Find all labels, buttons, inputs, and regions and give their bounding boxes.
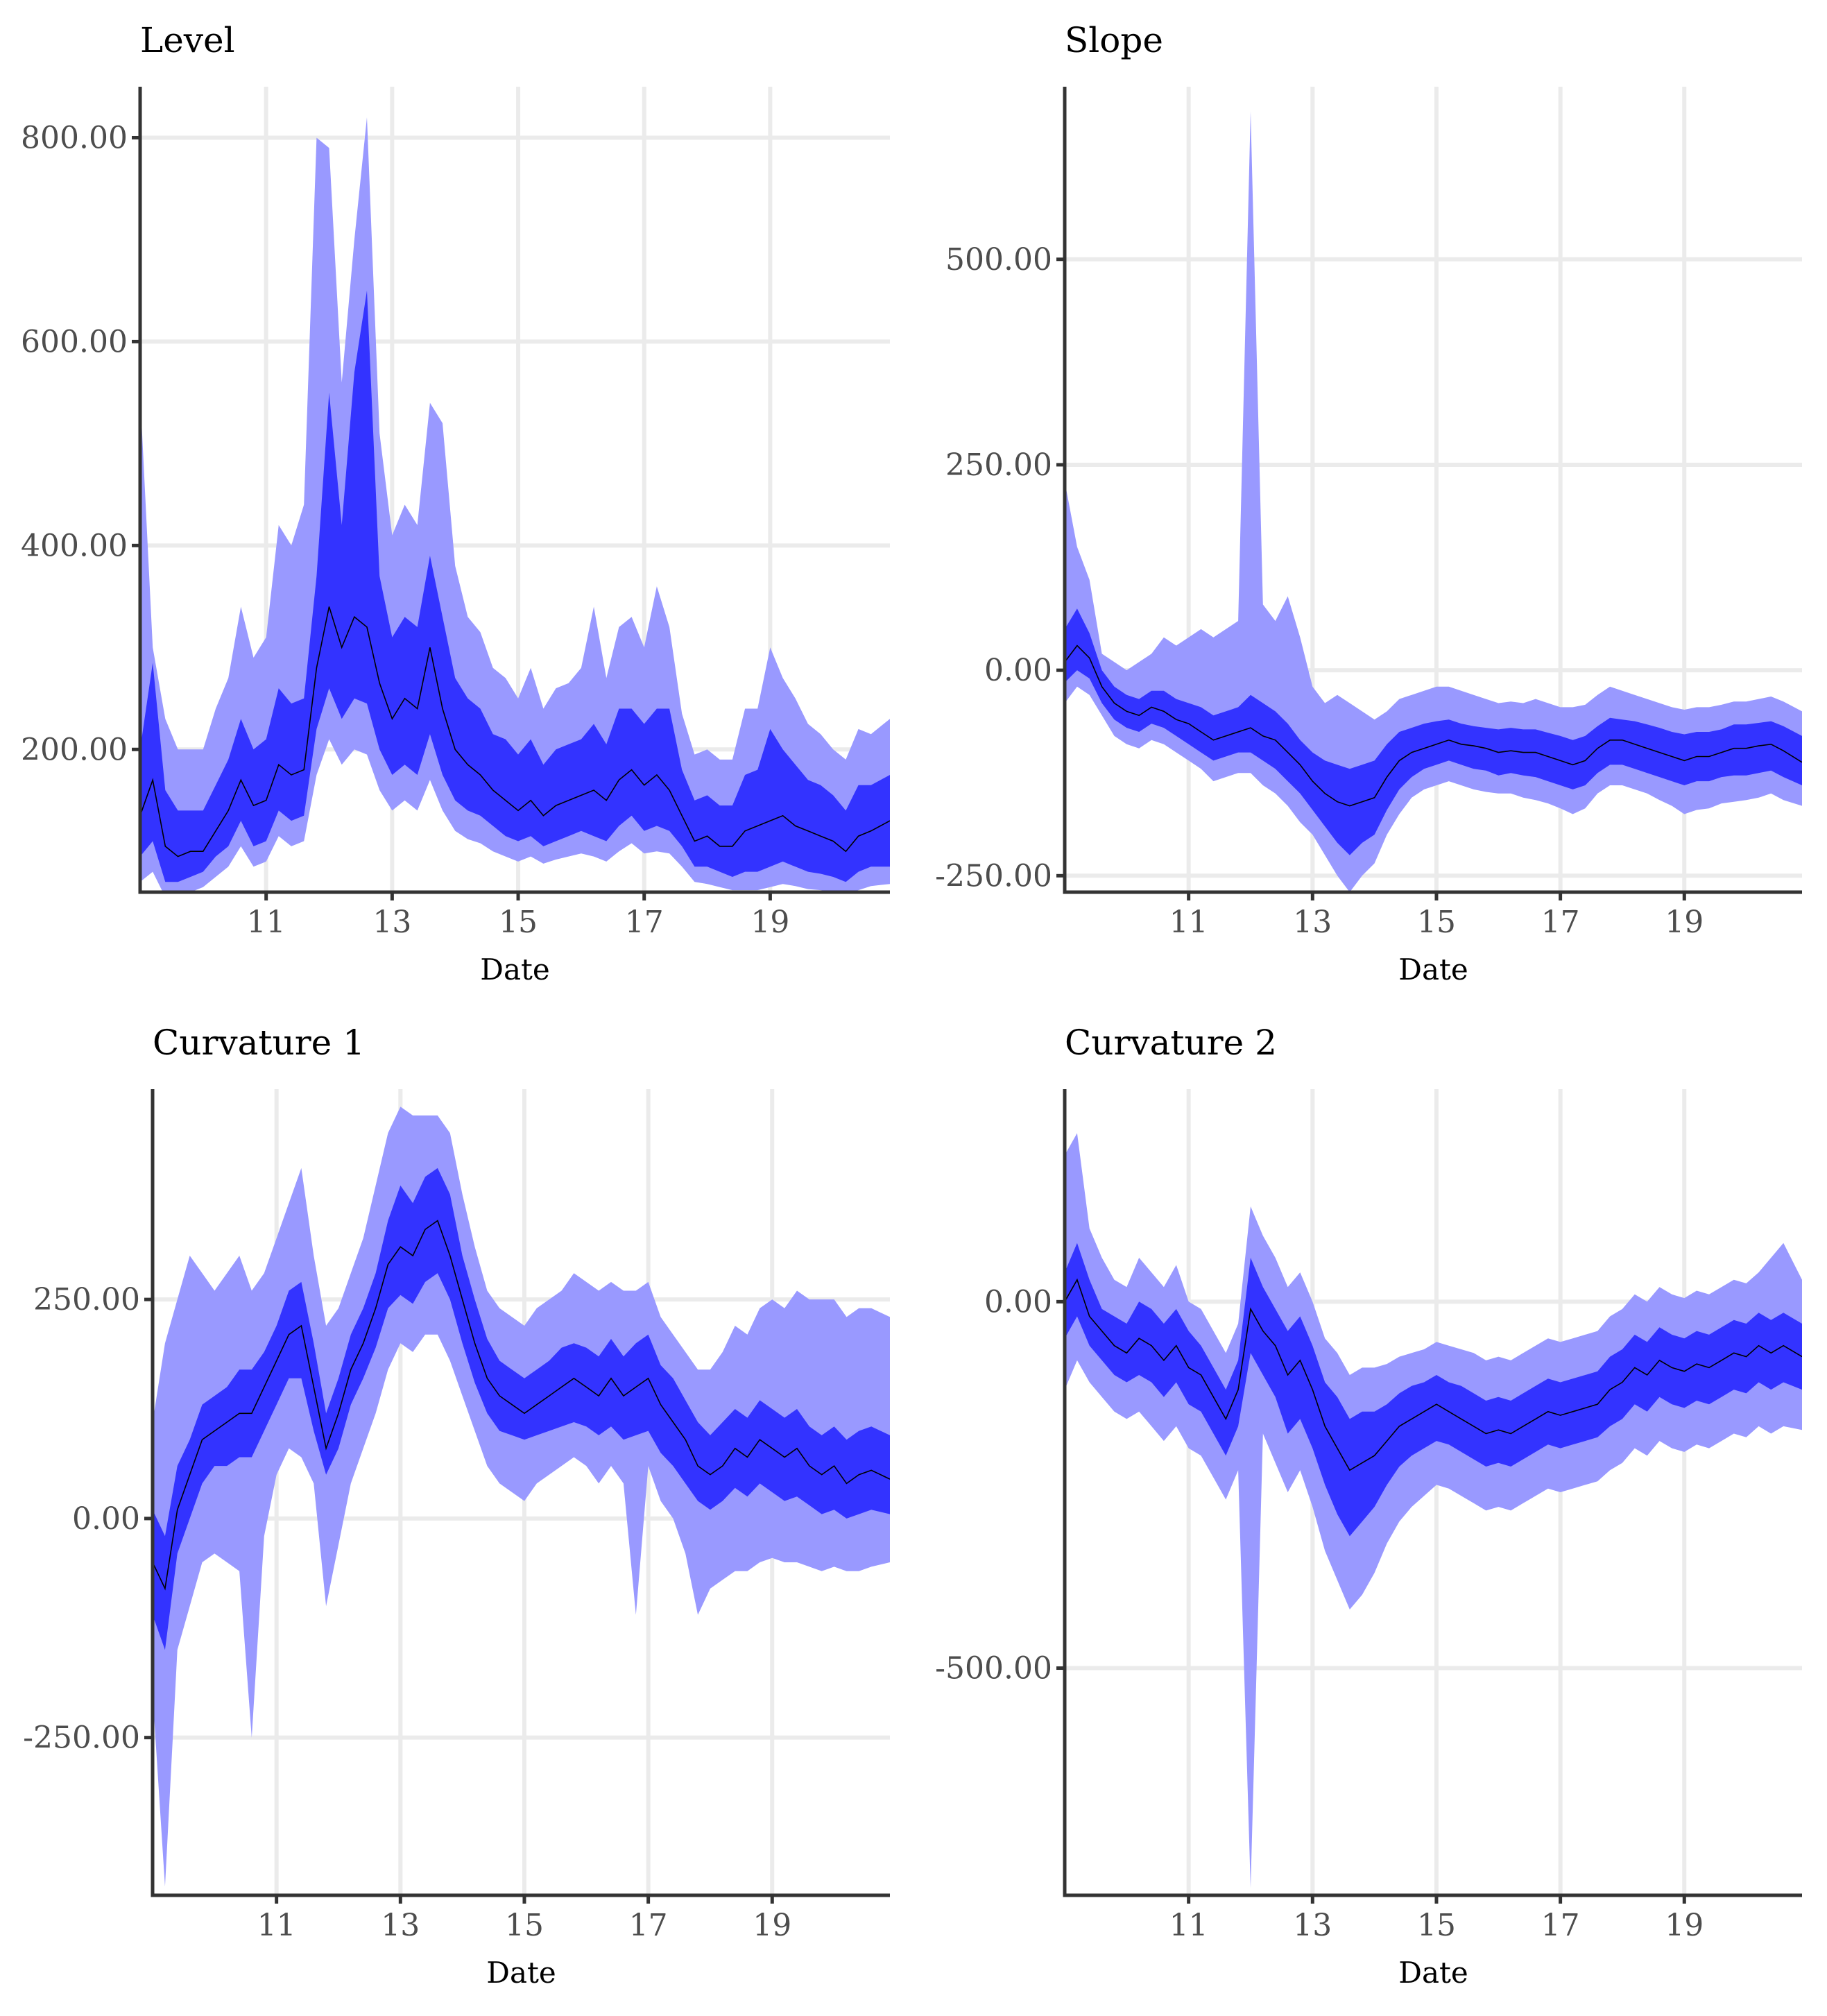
x-tick-label: 19: [1665, 905, 1704, 940]
slope-inner-band: [1065, 608, 1802, 855]
x-tick-label: 13: [372, 905, 411, 940]
x-tick-label: 17: [1541, 905, 1580, 940]
x-tick-label: 11: [257, 1908, 296, 1943]
curvature-1-x-axis-title: Date: [486, 1956, 556, 1990]
curvature-1-title: Curvature 1: [153, 1023, 365, 1063]
y-tick-label: -250.00: [23, 1720, 140, 1756]
curvature-1-panel: -250.00 0.00 250.00 11 13 15 17 19 Curvature 1 Da…: [23, 1023, 890, 1990]
level-outer-band: [140, 117, 890, 892]
y-tick-label: -500.00: [935, 1651, 1052, 1686]
level-median-line: [140, 606, 890, 857]
y-tick-label: 200.00: [21, 732, 128, 767]
y-tick-label: -250.00: [935, 858, 1052, 894]
level-axis-lines: [138, 87, 890, 894]
x-tick-label: 15: [505, 1908, 544, 1943]
x-tick-label: 19: [1665, 1908, 1704, 1943]
slope-x-axis-title: Date: [1398, 953, 1468, 986]
x-tick-label: 15: [1417, 1908, 1456, 1943]
y-tick-label: 600.00: [21, 324, 128, 359]
curvature-2-axis-lines: [1063, 1089, 1802, 1897]
y-tick-label: 250.00: [945, 447, 1052, 483]
slope-panel: -250.00 0.00 250.00 500.00 11 13 15 17 19 Slope Da…: [935, 20, 1802, 986]
y-tick-label: 0.00: [72, 1501, 140, 1537]
slope-axis-lines: [1063, 87, 1802, 894]
x-tick-label: 11: [1169, 905, 1208, 940]
x-tick-label: 17: [1541, 1908, 1580, 1943]
x-tick-label: 13: [1293, 905, 1332, 940]
curvature-2-outer-band: [1065, 1133, 1802, 1888]
x-tick-label: 11: [1169, 1908, 1208, 1943]
curvature-1-inner-band: [153, 1168, 890, 1650]
level-panel: 200.00 400.00 600.00 800.00 11 13 15 17 19 Level D…: [21, 20, 890, 986]
x-tick-label: 13: [1293, 1908, 1332, 1943]
level-x-axis-title: Date: [480, 953, 549, 986]
y-tick-label: 0.00: [984, 1284, 1052, 1319]
curvature-1-median-line: [153, 1220, 890, 1591]
x-tick-label: 15: [1417, 905, 1456, 940]
x-tick-label: 13: [381, 1908, 420, 1943]
level-inner-band: [140, 290, 890, 882]
x-tick-label: 15: [499, 905, 538, 940]
x-tick-label: 17: [625, 905, 664, 940]
x-tick-label: 11: [247, 905, 286, 940]
x-tick-label: 19: [753, 1908, 791, 1943]
y-tick-label: 500.00: [945, 242, 1052, 277]
x-tick-label: 17: [629, 1908, 668, 1943]
curvature-2-panel: -500.00 0.00 11 13 15 17 19 Curvature 2 Date: [935, 1023, 1802, 1990]
level-title: Level: [140, 20, 235, 60]
curvature-2-median-line: [1065, 1278, 1802, 1471]
y-tick-label: 0.00: [984, 653, 1052, 688]
curvature-1-axis-lines: [151, 1089, 890, 1897]
y-tick-label: 800.00: [21, 120, 128, 155]
curvature-2-title: Curvature 2: [1065, 1023, 1277, 1063]
curvature-1-outer-band: [153, 1107, 890, 1887]
y-tick-label: 400.00: [21, 528, 128, 563]
y-tick-label: 250.00: [33, 1282, 140, 1317]
slope-median-line: [1065, 644, 1802, 807]
x-tick-label: 19: [750, 905, 789, 940]
slope-title: Slope: [1065, 20, 1163, 60]
curvature-2-x-axis-title: Date: [1398, 1956, 1468, 1990]
